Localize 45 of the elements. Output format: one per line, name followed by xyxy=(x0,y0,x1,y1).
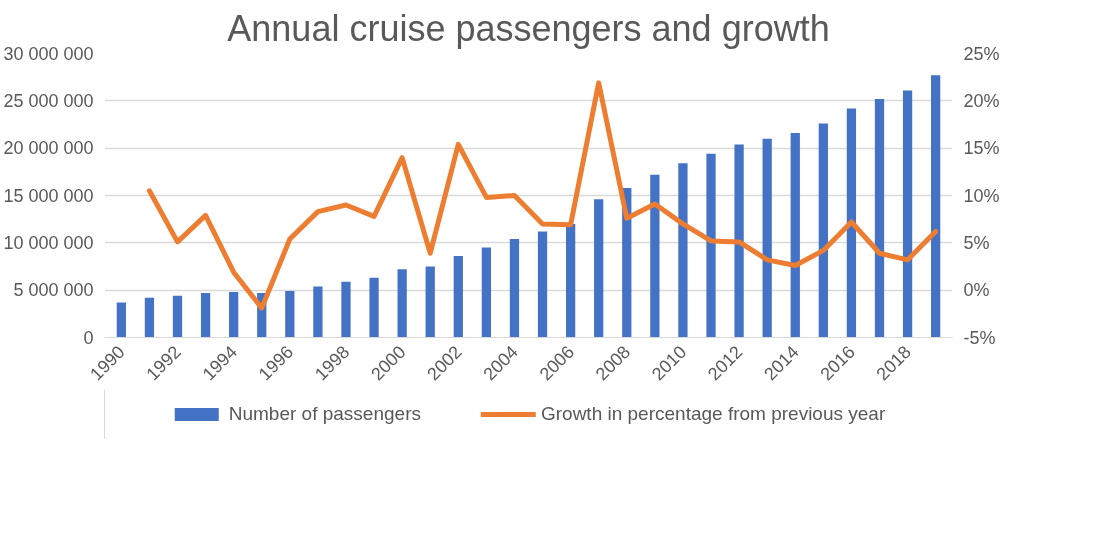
y-tick-label: 0 xyxy=(83,327,94,348)
legend-label: Number of passengers xyxy=(228,403,421,425)
y2-tick-label: 10% xyxy=(963,185,1000,206)
bar xyxy=(706,153,716,338)
bar xyxy=(453,256,463,338)
y2-tick-label: 0% xyxy=(963,280,990,301)
bar xyxy=(481,247,492,338)
y2-tick-label: -5% xyxy=(963,327,996,348)
bar xyxy=(116,302,126,338)
bar xyxy=(229,292,239,338)
chart-title: Annual cruise passengers and growth xyxy=(227,7,830,49)
bar xyxy=(144,297,155,338)
y2-tick-label: 25% xyxy=(963,43,1000,64)
bar xyxy=(762,138,772,338)
y2-tick-label: 5% xyxy=(963,232,990,253)
bar xyxy=(902,90,913,338)
y2-tick-label: 20% xyxy=(963,90,1000,111)
y-tick-label: 20 000 000 xyxy=(3,138,94,159)
bar xyxy=(650,174,660,338)
bar xyxy=(931,75,941,338)
y-tick-label: 15 000 000 xyxy=(3,185,94,206)
bar xyxy=(846,108,857,338)
bar xyxy=(172,295,183,338)
bar xyxy=(509,239,520,338)
bar xyxy=(565,223,576,338)
bar xyxy=(341,281,351,338)
bar xyxy=(369,277,379,338)
bar xyxy=(397,269,407,338)
bar xyxy=(313,286,323,338)
bar xyxy=(200,293,211,338)
bar xyxy=(678,163,688,338)
bar xyxy=(874,98,885,338)
y-tick-label: 5 000 000 xyxy=(13,280,94,301)
bar xyxy=(425,266,435,338)
bar xyxy=(537,231,548,338)
bar xyxy=(594,199,604,338)
bar xyxy=(734,144,744,338)
bar xyxy=(818,123,828,338)
y-tick-label: 30 000 000 xyxy=(3,43,94,64)
bar xyxy=(285,291,295,338)
bar xyxy=(790,133,800,338)
y-tick-label: 10 000 000 xyxy=(3,232,94,253)
y-tick-label: 25 000 000 xyxy=(3,90,94,111)
legend-label: Growth in percentage from previous year xyxy=(540,403,886,425)
y2-tick-label: 15% xyxy=(963,138,1000,159)
